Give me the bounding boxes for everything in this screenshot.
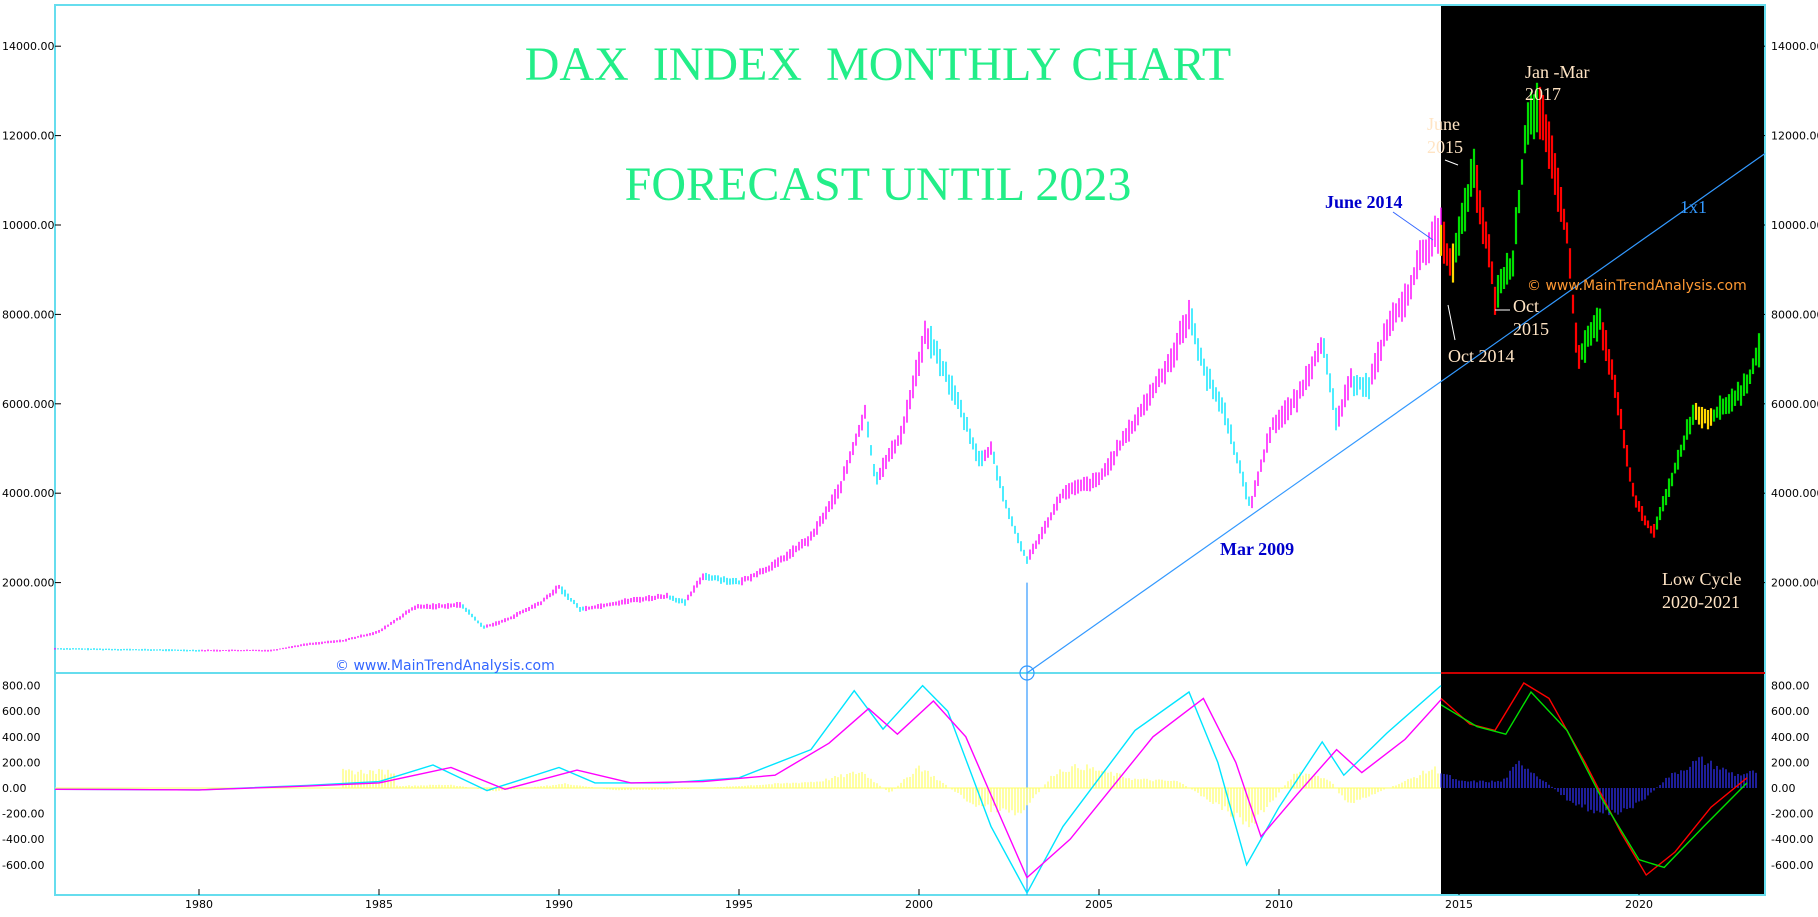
y-tick-label-left: 6000.000 [2, 398, 55, 411]
x-tick-label: 1985 [365, 898, 393, 911]
macd-tick-label-left: 0.00 [2, 782, 27, 795]
annotation-label: 1x1 [1680, 197, 1707, 217]
macd-tick-label-left: 400.00 [2, 731, 41, 744]
macd-tick-label-left: 600.00 [2, 705, 41, 718]
forecast-region [1441, 5, 1765, 895]
annotation-label: June 2014 [1325, 192, 1403, 212]
annotation-label: Mar 2009 [1220, 539, 1294, 559]
y-tick-label-right: 4000.000 [1771, 487, 1818, 500]
macd-tick-label-left: -600.00 [2, 859, 44, 872]
leader-june-2014 [1392, 211, 1434, 241]
macd-tick-label-right: 400.00 [1771, 731, 1810, 744]
annotation-label: 2017 [1525, 84, 1561, 104]
macd-tick-label-right: -200.00 [1771, 808, 1813, 821]
y-tick-label-left: 10000.00 [2, 219, 55, 232]
cycle-circle [1019, 665, 1035, 681]
chart-frame [54, 4, 1766, 896]
x-tick-label: 2020 [1625, 898, 1653, 911]
copyright-bottom: © www.MainTrendAnalysis.com [335, 658, 555, 674]
macd-tick-label-right: 200.00 [1771, 756, 1810, 769]
annotation-label: June [1427, 114, 1460, 134]
y-tick-label-left: 12000.00 [2, 130, 55, 143]
macd-line-signal-forecast [1440, 690, 1748, 869]
y-tick-label-right: 12000.00 [1771, 130, 1818, 143]
macd-tick-label-right: 0.00 [1771, 782, 1796, 795]
annotation-label: 2015 [1513, 319, 1549, 339]
x-tick-label: 2000 [905, 898, 933, 911]
x-tick-label: 2010 [1265, 898, 1293, 911]
macd-tick-label-left: 800.00 [2, 680, 41, 693]
macd-line-signal-historical [54, 697, 1442, 879]
y-tick-label-right: 6000.000 [1771, 398, 1818, 411]
x-tick-label: 1995 [725, 898, 753, 911]
annotation-label: Jan -Mar [1525, 62, 1589, 82]
price-series [54, 82, 1766, 895]
macd-tick-label-right: -400.00 [1771, 833, 1813, 846]
x-tick-label: 2005 [1085, 898, 1113, 911]
x-tick-label: 1980 [185, 898, 213, 911]
macd-tick-label-right: 600.00 [1771, 705, 1810, 718]
trendline-1x1 [1026, 152, 1766, 674]
annotation-label: Oct 2014 [1448, 346, 1515, 366]
y-tick-label-right: 8000.000 [1771, 308, 1818, 321]
macd-line-macd-forecast [1440, 682, 1748, 877]
macd-tick-label-left: -400.00 [2, 833, 44, 846]
annotation-label: 2020-2021 [1662, 592, 1740, 612]
y-tick-label-right: 10000.00 [1771, 219, 1818, 232]
macd-tick-label-left: 200.00 [2, 756, 41, 769]
annotation-label: Oct [1513, 296, 1539, 316]
x-tick-label: 1990 [545, 898, 573, 911]
y-tick-label-right: 2000.000 [1771, 577, 1818, 590]
y-tick-label-left: 14000.00 [2, 40, 55, 53]
plot-border [54, 4, 1766, 896]
macd-line-macd-historical [54, 684, 1442, 895]
y-tick-label-left: 8000.000 [2, 308, 55, 321]
macd-series [54, 682, 1757, 895]
axes: 2000.000 4000.000 6000.000 8000.000 10000.00… [2, 40, 1818, 911]
chart-title: DAX INDEX MONTHLY CHART [525, 38, 1231, 91]
leader-june-2015 [1444, 159, 1459, 166]
y-tick-label-left: 4000.000 [2, 487, 55, 500]
x-tick-label: 2015 [1445, 898, 1473, 911]
macd-tick-label-right: 800.00 [1771, 680, 1810, 693]
leader-oct-2014 [1447, 304, 1456, 341]
y-tick-label-left: 2000.000 [2, 577, 55, 590]
macd-tick-label-left: -200.00 [2, 808, 44, 821]
annotation-label: Low Cycle [1662, 569, 1741, 589]
copyright-forecast: © www.MainTrendAnalysis.com [1527, 278, 1747, 294]
macd-tick-label-right: -600.00 [1771, 859, 1813, 872]
annotation-label: 2015 [1427, 137, 1463, 157]
chart-subtitle: FORECAST UNTIL 2023 [625, 158, 1132, 211]
y-tick-label-right: 14000.00 [1771, 40, 1818, 53]
